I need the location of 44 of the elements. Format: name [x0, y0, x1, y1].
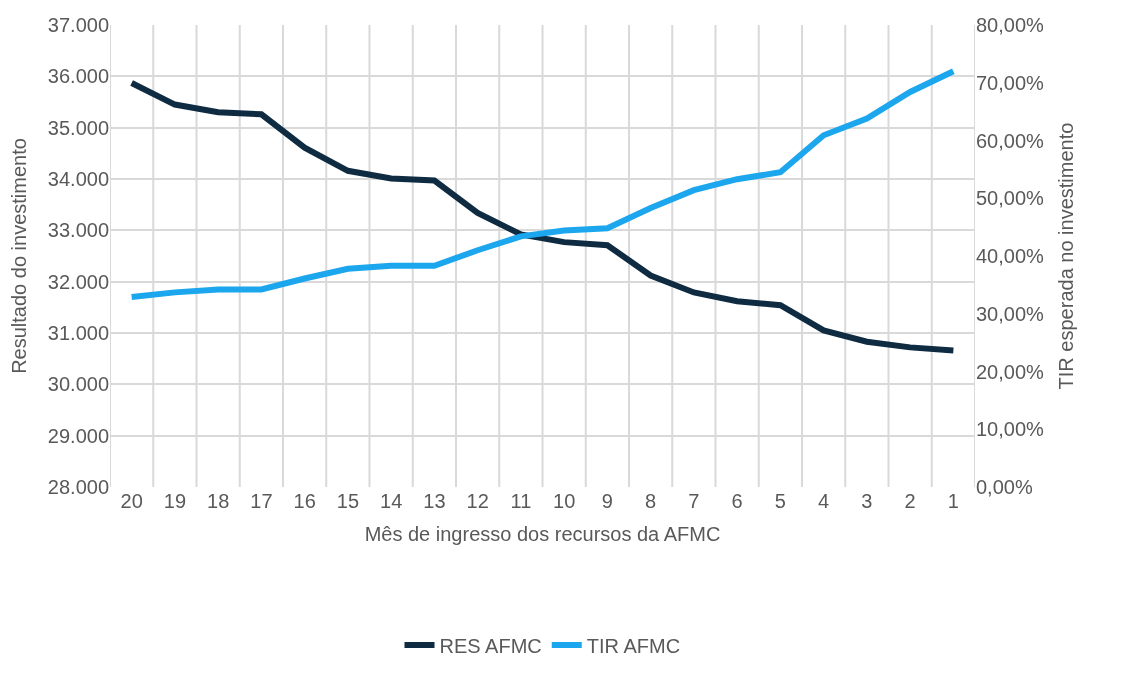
x-tick-label: 5: [774, 490, 786, 512]
x-tick-label: 9: [601, 490, 613, 512]
x-axis-title: Mês de ingresso dos recursos da AFMC: [364, 522, 721, 545]
y2-tick-label: 10,00%: [976, 418, 1045, 441]
x-tick-label: 3: [861, 490, 873, 512]
y2-tick-label: 20,00%: [976, 360, 1045, 383]
y2-tick-label: 0,00%: [976, 476, 1033, 498]
y-tick-label: 35.000: [47, 116, 109, 139]
legend-label: RES AFMC: [439, 634, 542, 657]
y-tick-label: 32.000: [47, 270, 109, 293]
y-tick-label: 34.000: [47, 168, 109, 190]
x-tick-label: 8: [645, 490, 657, 512]
y-tick-label: 37.000: [47, 14, 109, 36]
x-tick-label: 14: [380, 490, 403, 512]
x-tick-label: 7: [688, 490, 700, 512]
y2-tick-label: 70,00%: [976, 71, 1045, 94]
x-tick-label: 18: [207, 490, 230, 512]
y2-tick-label: 40,00%: [976, 245, 1045, 267]
x-tick-label: 4: [818, 490, 830, 512]
y-tick-label: 33.000: [47, 219, 109, 242]
x-tick-label: 15: [336, 490, 360, 512]
y2-tick-label: 50,00%: [976, 187, 1045, 210]
y2-tick-label: 30,00%: [976, 302, 1045, 325]
x-tick-label: 20: [120, 490, 143, 512]
x-tick-label: 17: [250, 490, 273, 512]
y-tick-label: 31.000: [47, 322, 109, 344]
y2-tick-label: 80,00%: [976, 14, 1045, 36]
x-tick-label: 19: [163, 490, 187, 512]
x-tick-label: 6: [731, 490, 743, 512]
x-tick-label: 12: [466, 490, 489, 512]
y-tick-label: 28.000: [47, 476, 109, 498]
x-tick-label: 16: [293, 490, 316, 512]
y-tick-label: 36.000: [47, 65, 109, 88]
x-tick-label: 2: [904, 490, 916, 512]
y-tick-label: 30.000: [47, 373, 109, 396]
x-tick-label: 11: [510, 490, 532, 512]
legend-label: TIR AFMC: [586, 634, 681, 657]
y2-tick-label: 60,00%: [976, 129, 1045, 152]
x-tick-label: 10: [553, 490, 576, 512]
y-tick-label: 29.000: [47, 424, 109, 447]
x-tick-label: 1: [947, 490, 959, 512]
x-tick-label: 13: [423, 490, 446, 512]
y-axis-title: Resultado do investimento: [8, 138, 31, 374]
y2-axis-title: TIR esperada no investimento: [1054, 122, 1077, 390]
